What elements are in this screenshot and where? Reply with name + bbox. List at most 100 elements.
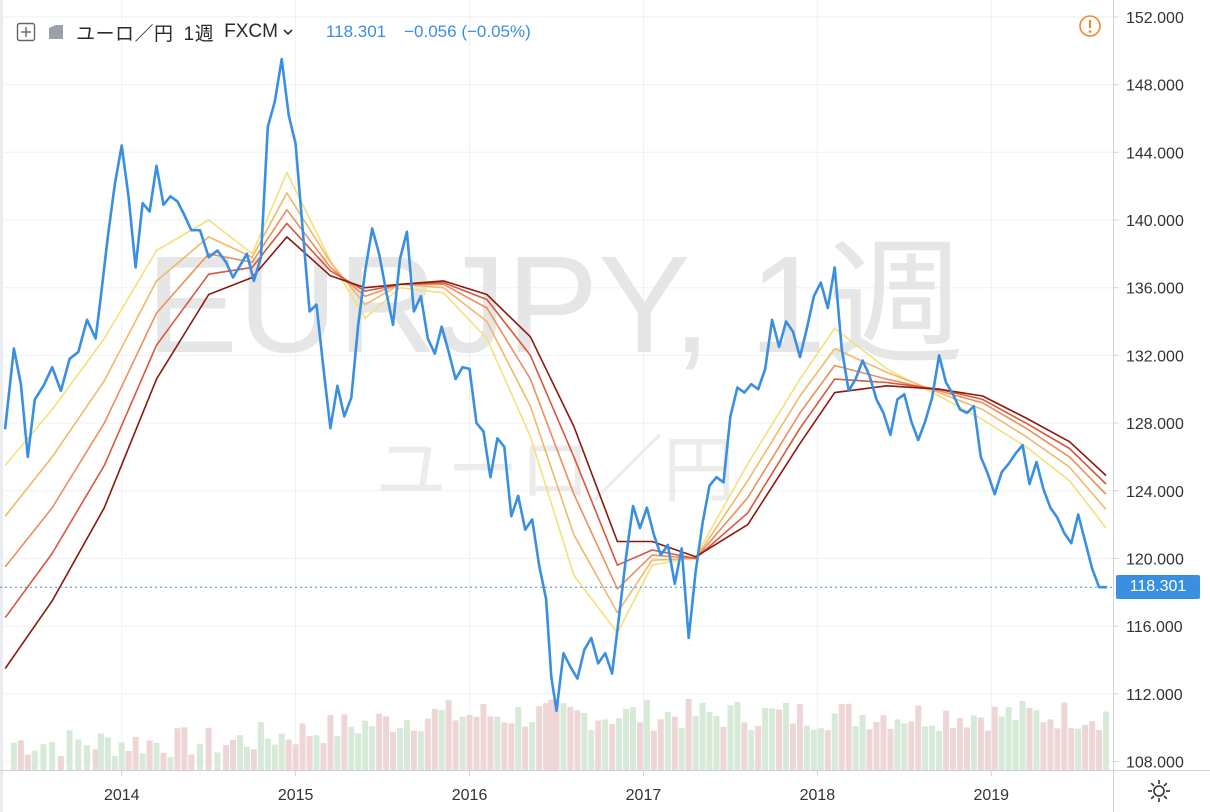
volume-bar (83, 745, 90, 770)
volume-bar (92, 749, 99, 770)
volume-bar (174, 728, 181, 770)
alert-icon[interactable] (1078, 14, 1102, 43)
volume-bar (720, 726, 727, 770)
volume-bar (75, 739, 82, 770)
grid (0, 0, 1113, 770)
volume-bar (929, 725, 936, 770)
volume-bar (595, 720, 602, 770)
volume-bar (574, 710, 581, 770)
volume-bar (894, 719, 901, 770)
volume-bar (956, 717, 963, 770)
symbol-pair[interactable]: ユーロ／円 (76, 23, 174, 45)
legend-header: ユーロ／円 1週 FXCM 118.301 −0.056 (−0.05%) (16, 14, 531, 50)
volume-bar (508, 723, 515, 770)
volume-bar (1082, 724, 1089, 770)
volume-bar (1075, 728, 1082, 770)
volume-bar (480, 703, 487, 770)
chevron-down-icon (282, 21, 294, 43)
time-axis-border (0, 770, 1210, 771)
volume-bar (40, 744, 47, 770)
volume-bar (970, 715, 977, 770)
volume-bar (908, 721, 915, 770)
volume-bar (685, 699, 692, 770)
plus-square-icon[interactable] (16, 22, 36, 42)
volume-bar (250, 749, 257, 770)
volume-bar (424, 718, 431, 770)
ma-ribbon (4, 171, 1107, 669)
volume-bar (866, 729, 873, 770)
volume-bar (1096, 729, 1103, 770)
y-tick-label: 124.000 (1126, 484, 1184, 501)
left-edge (0, 0, 3, 812)
volume-bar (111, 756, 118, 770)
volume-bar (57, 755, 64, 770)
volume-bar (515, 706, 522, 770)
volume-bar (49, 742, 56, 770)
volume-bar (376, 713, 383, 770)
volume-bar (97, 733, 104, 770)
volume-bar (783, 702, 790, 770)
time-axis[interactable]: 2014 2015 2016 2017 2018 2019 (104, 770, 1009, 804)
volume-bar (271, 744, 278, 770)
volume-bar (529, 722, 536, 770)
volume-bar (223, 745, 230, 770)
volume-bar (713, 715, 720, 770)
volume-bar (410, 730, 417, 770)
volume-bar (292, 744, 299, 770)
last-price-label: 118.301 (1116, 575, 1200, 600)
symbol-interval[interactable]: 1週 (183, 23, 215, 45)
volume-bar (139, 753, 146, 770)
ma-line-1 (4, 171, 1107, 634)
volume-bar (664, 712, 671, 770)
x-tick-label: 2017 (626, 787, 662, 804)
volume-bar (181, 727, 188, 770)
volume-bar (817, 728, 824, 770)
volume-bar (396, 728, 403, 770)
volume-bar (636, 722, 643, 770)
volume-bars (10, 699, 1110, 770)
x-tick-label: 2014 (104, 787, 140, 804)
last-price: 118.301 (325, 22, 387, 41)
volume-bar (790, 723, 797, 770)
volume-bar (692, 716, 699, 770)
price-series (0, 57, 1113, 713)
y-tick-label: 116.000 (1126, 619, 1183, 636)
volume-bar (581, 713, 588, 770)
price-change: −0.056 (−0.05%) (404, 22, 531, 41)
volume-bar (748, 730, 755, 770)
volume-bar (501, 722, 508, 770)
volume-bar (991, 706, 998, 770)
volume-bar (348, 726, 355, 770)
volume-bar (1005, 707, 1012, 770)
volume-bar (609, 723, 616, 770)
chart-type-icon[interactable] (46, 22, 66, 42)
volume-bar (588, 730, 595, 770)
volume-bar (553, 701, 560, 770)
volume-bar (327, 714, 334, 770)
volume-bar (1026, 707, 1033, 770)
volume-bar (852, 726, 859, 770)
volume-bar (838, 704, 845, 770)
volume-bar (362, 720, 369, 770)
volume-bar (560, 703, 567, 770)
y-tick-label: 152.000 (1126, 10, 1184, 27)
y-tick-label: 108.000 (1126, 755, 1184, 772)
exchange-selector[interactable]: FXCM (224, 21, 294, 43)
gear-icon[interactable] (1146, 778, 1172, 809)
volume-bar (466, 714, 473, 770)
volume-bar (548, 699, 555, 770)
volume-bar (831, 713, 838, 770)
volume-bar (810, 729, 817, 770)
volume-bar (132, 736, 139, 770)
volume-bar (901, 723, 908, 770)
x-tick-label: 2018 (800, 787, 836, 804)
y-tick-label: 112.000 (1126, 687, 1183, 704)
y-tick-label: 132.000 (1126, 348, 1184, 365)
volume-bar (1040, 722, 1047, 770)
volume-bar (977, 717, 984, 770)
price-axis[interactable]: 152.000 148.000 144.000 140.000 136.000 132.0… (1113, 10, 1184, 772)
volume-bar (776, 709, 783, 770)
volume-bar (643, 700, 650, 770)
